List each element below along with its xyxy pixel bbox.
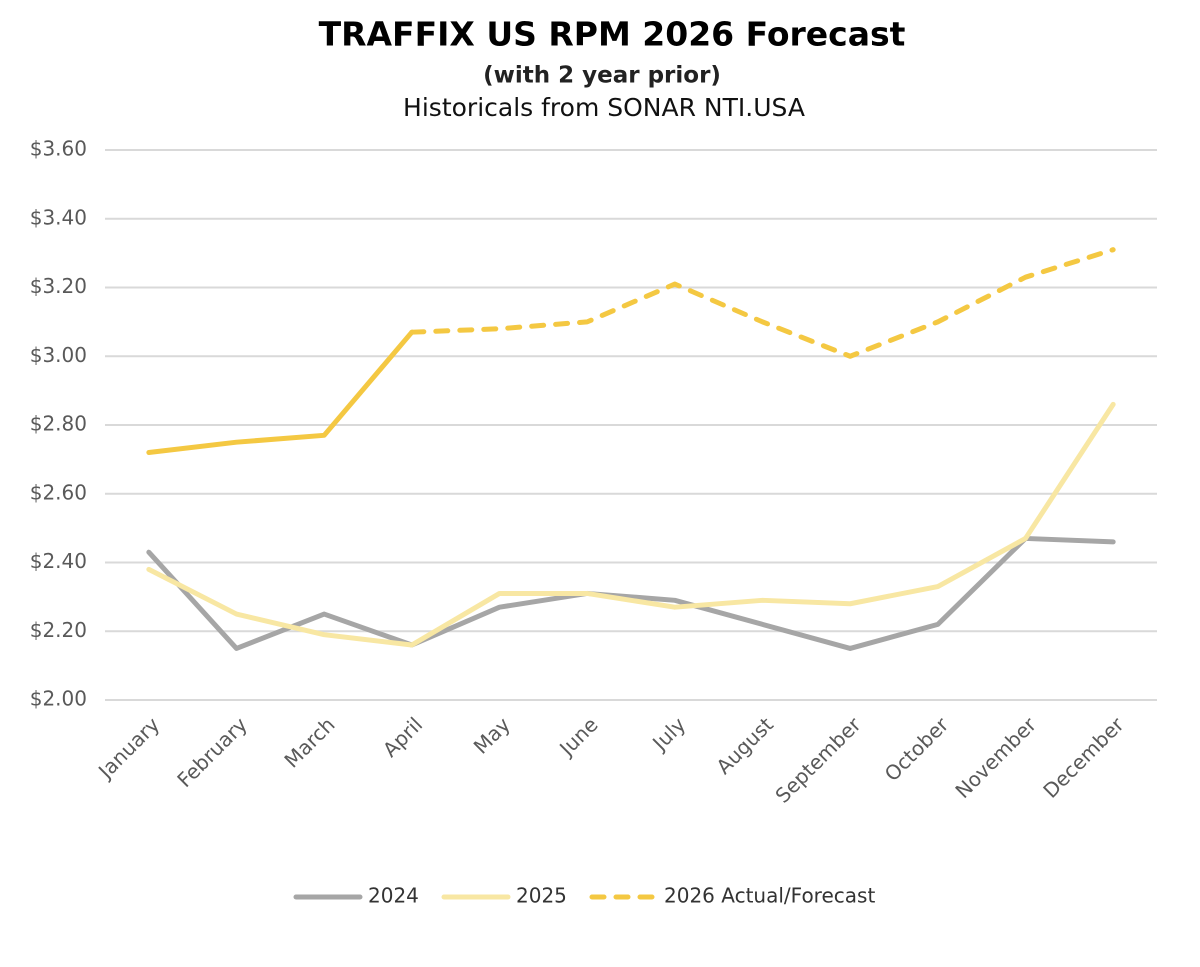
chart-subtitle: Historicals from SONAR NTI.USA	[403, 93, 805, 122]
x-tick-label: April	[378, 712, 427, 761]
y-tick-label: $2.40	[30, 549, 87, 573]
y-tick-label: $3.00	[30, 343, 87, 367]
x-tick-label: September	[770, 712, 866, 808]
y-tick-label: $2.00	[30, 687, 87, 711]
x-tick-label: November	[950, 712, 1041, 803]
legend-label: 2026 Actual/Forecast	[664, 884, 875, 908]
data-line	[146, 329, 415, 455]
y-tick-label: $2.20	[30, 618, 87, 642]
y-tick-label: $3.60	[30, 137, 87, 161]
x-tick-label: February	[172, 712, 252, 792]
x-tick-label: October	[880, 712, 954, 786]
data-line	[409, 247, 1116, 359]
x-tick-label: March	[280, 712, 340, 772]
data-line	[146, 401, 1116, 648]
data-line	[146, 535, 1116, 651]
y-tick-label: $3.20	[30, 274, 87, 298]
legend-label: 2025	[516, 884, 567, 908]
x-tick-label: June	[553, 712, 602, 761]
x-tick-label: January	[92, 712, 164, 784]
x-tick-label: July	[646, 712, 690, 756]
x-tick-label: August	[711, 712, 778, 779]
x-tick-label: May	[469, 712, 515, 758]
y-tick-label: $2.80	[30, 412, 87, 436]
chart-title: TRAFFIX US RPM 2026 Forecast	[319, 15, 906, 54]
y-tick-label: $2.60	[30, 480, 87, 504]
legend-label: 2024	[368, 884, 419, 908]
chart-subtitle: (with 2 year prior)	[483, 63, 721, 89]
x-tick-label: December	[1038, 712, 1129, 803]
y-tick-label: $3.40	[30, 205, 87, 229]
